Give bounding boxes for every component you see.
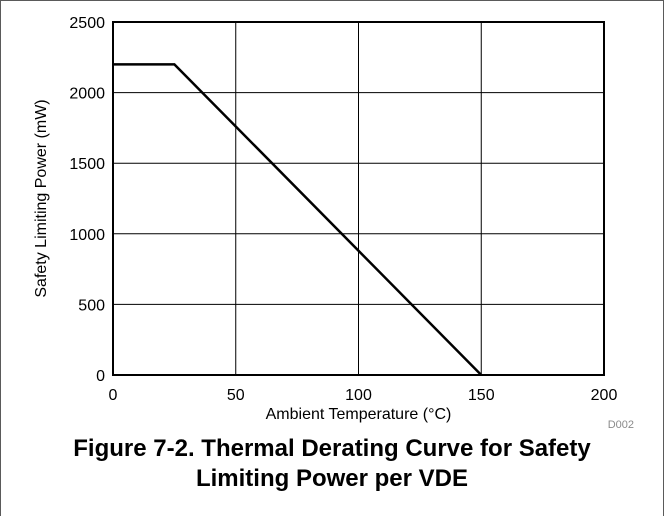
x-tick-label: 50 <box>227 387 245 404</box>
derating-curve-line <box>113 63 483 376</box>
plot-border <box>112 21 605 376</box>
y-tick-label: 0 <box>96 368 105 385</box>
caption-line-2: Limiting Power per VDE <box>195 465 469 492</box>
y-tick-label: 500 <box>78 297 105 314</box>
y-axis-label: Safety Limiting Power (mW) <box>33 99 50 297</box>
x-tick-label: 0 <box>109 387 118 404</box>
x-axis-label: Ambient Temperature (°C) <box>266 406 452 423</box>
x-tick-label: 150 <box>468 387 495 404</box>
grid-layer <box>113 22 604 375</box>
caption-line-1: Figure 7-2. Thermal Derating Curve for S… <box>73 435 591 462</box>
y-tick-label: 1000 <box>69 227 105 244</box>
x-tick-label: 100 <box>345 387 372 404</box>
y-tick-label: 2500 <box>69 15 105 32</box>
figure-id-annotation: D002 <box>608 419 634 430</box>
figure-caption: Figure 7-2. Thermal Derating Curve for S… <box>0 434 664 494</box>
x-tick-label: 200 <box>591 387 618 404</box>
series-layer <box>113 63 483 376</box>
y-tick-label: 1500 <box>69 156 105 173</box>
y-tick-label: 2000 <box>69 86 105 103</box>
